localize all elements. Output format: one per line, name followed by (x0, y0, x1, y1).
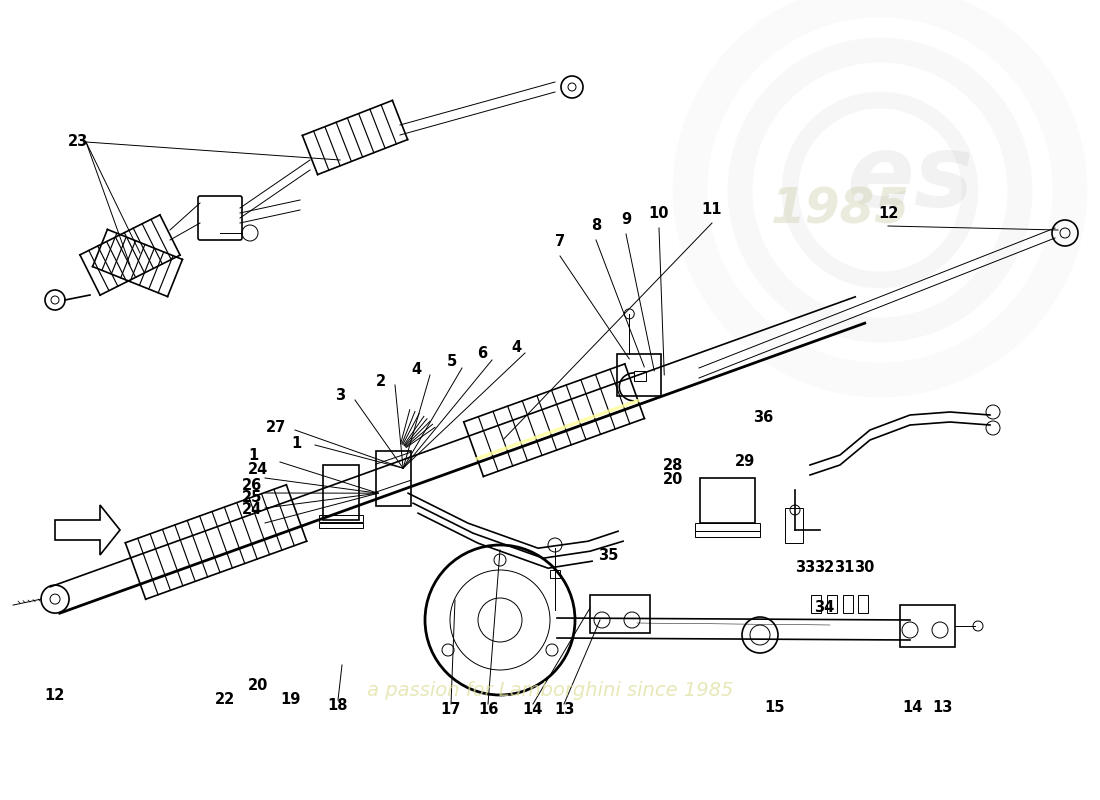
Text: 14: 14 (522, 702, 543, 718)
Text: 28: 28 (663, 458, 683, 473)
Text: 20: 20 (663, 473, 683, 487)
Text: 16: 16 (477, 702, 498, 718)
Text: 9: 9 (620, 213, 631, 227)
Text: 32: 32 (814, 561, 834, 575)
Text: 17: 17 (441, 702, 461, 718)
Text: 24: 24 (248, 462, 268, 478)
Text: 36: 36 (752, 410, 773, 426)
Text: 19: 19 (279, 693, 300, 707)
Text: 2: 2 (376, 374, 386, 389)
Text: 13: 13 (932, 701, 953, 715)
Text: 1985: 1985 (770, 186, 910, 234)
Text: 31: 31 (834, 561, 855, 575)
Text: 30: 30 (854, 561, 874, 575)
Text: 6: 6 (477, 346, 487, 361)
Text: 24: 24 (242, 502, 262, 518)
Text: 23: 23 (68, 134, 88, 150)
Text: 13: 13 (553, 702, 574, 718)
Text: 22: 22 (214, 693, 235, 707)
Text: 12: 12 (878, 206, 899, 221)
Text: 14: 14 (903, 701, 923, 715)
Text: 26: 26 (242, 478, 262, 493)
Text: 35: 35 (597, 547, 618, 562)
Text: 5: 5 (447, 354, 458, 370)
Text: 4: 4 (510, 339, 521, 354)
Text: 1: 1 (290, 435, 301, 450)
Text: 10: 10 (649, 206, 669, 222)
Text: 25: 25 (242, 490, 262, 505)
Text: 20: 20 (248, 678, 268, 693)
Text: 3: 3 (334, 389, 345, 403)
Text: 11: 11 (702, 202, 723, 218)
Text: 27: 27 (266, 421, 286, 435)
Text: 33: 33 (795, 561, 815, 575)
Text: 4: 4 (411, 362, 421, 378)
Text: 8: 8 (591, 218, 601, 234)
Text: 29: 29 (735, 454, 755, 470)
Text: es: es (846, 131, 974, 229)
Text: 18: 18 (328, 698, 349, 714)
Text: a passion for Lamborghini since 1985: a passion for Lamborghini since 1985 (366, 681, 734, 699)
Text: 34: 34 (814, 601, 834, 615)
Text: 15: 15 (764, 701, 785, 715)
Text: 1: 1 (248, 449, 258, 463)
Text: 7: 7 (554, 234, 565, 250)
Text: 12: 12 (45, 687, 65, 702)
